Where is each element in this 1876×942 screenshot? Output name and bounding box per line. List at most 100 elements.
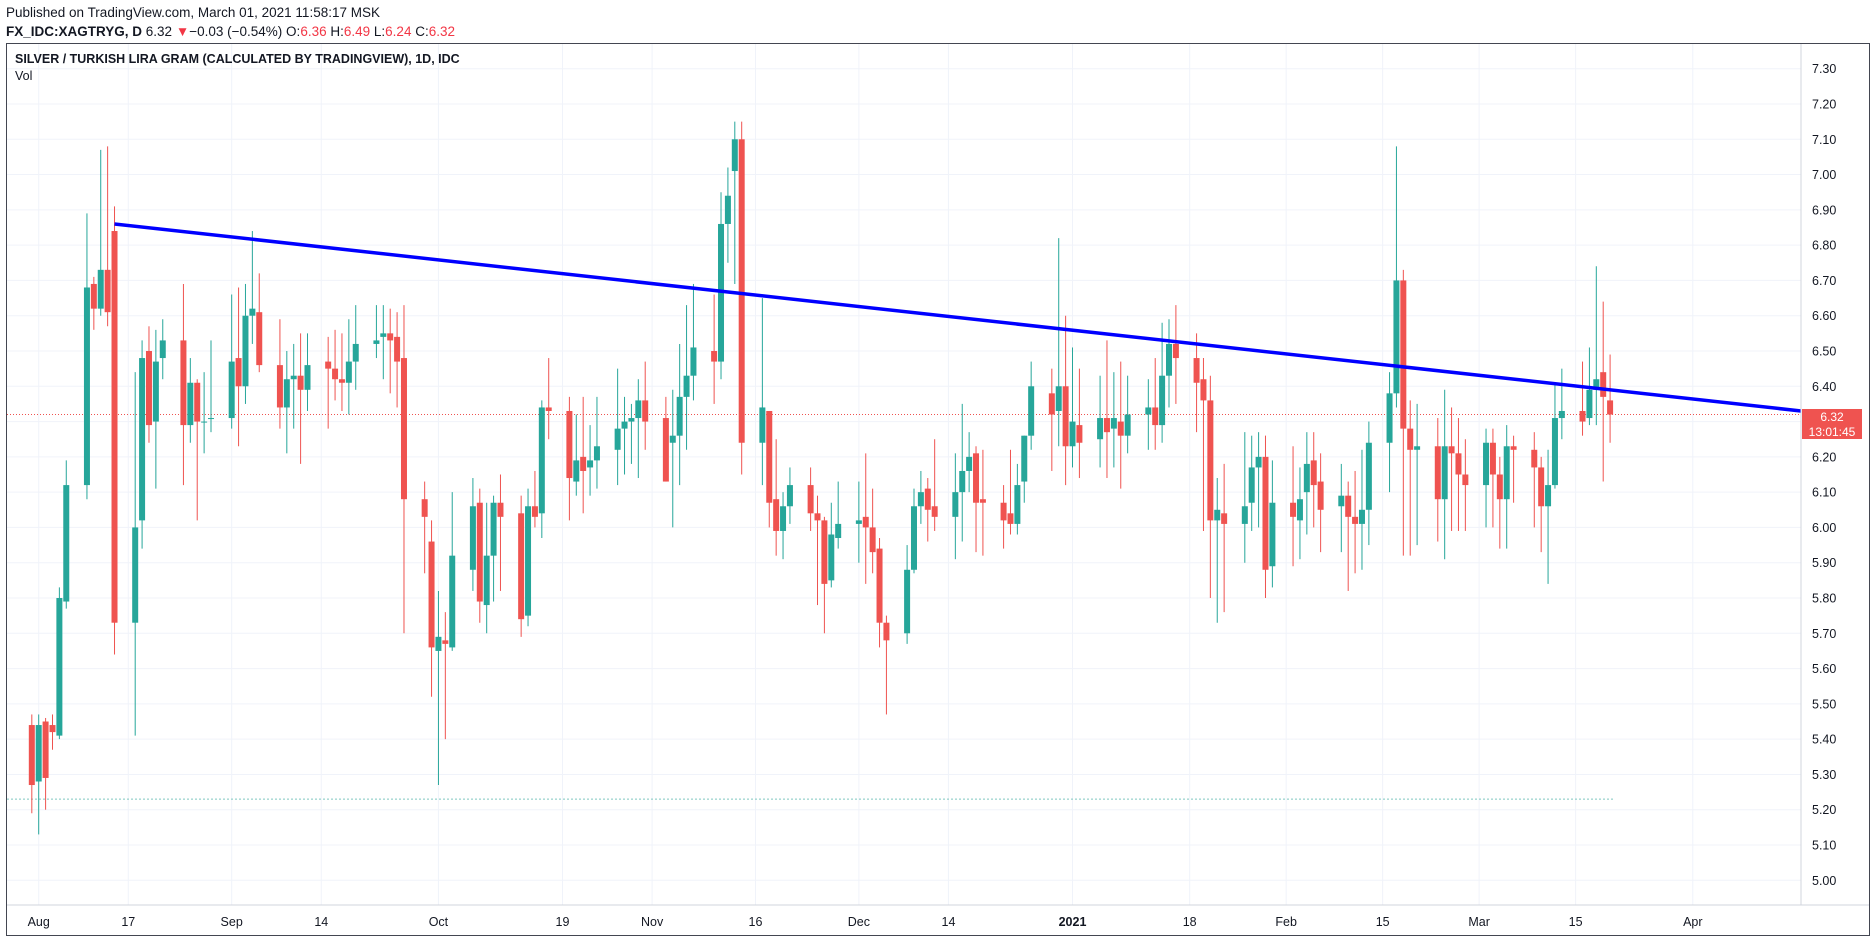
candle-body [104, 269, 111, 313]
candle-body [1365, 442, 1372, 510]
time-tick-label: 15 [1376, 915, 1390, 929]
price-tick-label: 5.30 [1812, 768, 1836, 782]
candle [180, 283, 187, 486]
candle-body [139, 358, 146, 521]
candle [1000, 485, 1007, 549]
candle [1510, 435, 1517, 503]
candle [1303, 432, 1310, 535]
candle [587, 425, 594, 496]
candle [1248, 435, 1255, 531]
candle-body [1358, 509, 1365, 524]
candle [352, 305, 359, 390]
trendline [114, 222, 1802, 413]
symbol-name[interactable]: FX_IDC:XAGTRYG, D [6, 24, 143, 39]
candle [325, 336, 332, 429]
candle-body [580, 456, 587, 471]
candle-body [208, 418, 215, 420]
time-tick-label: 17 [121, 915, 135, 929]
candle [1103, 340, 1110, 479]
candle-body [132, 527, 139, 623]
price-tick-label: 6.70 [1812, 274, 1836, 288]
candle [780, 492, 787, 560]
candle-body [1393, 280, 1400, 394]
candle [435, 590, 442, 786]
candle [635, 379, 642, 479]
candle-body [855, 520, 862, 524]
candle [1165, 319, 1172, 408]
candle [428, 520, 435, 697]
time-tick-label: Aug [28, 915, 50, 929]
candle [724, 167, 731, 263]
candle-body [1221, 513, 1228, 524]
candle-body [924, 488, 931, 510]
candle-body [711, 350, 718, 362]
high-label: H: [330, 24, 344, 39]
price-change: −0.03 (−0.54%) [189, 24, 283, 39]
candle-body [194, 382, 201, 422]
candle-body [1434, 446, 1441, 500]
candle [297, 333, 304, 464]
candle [1117, 361, 1124, 489]
candle [1021, 435, 1028, 503]
candle [676, 343, 683, 486]
candle-body [1296, 499, 1303, 521]
candle-body [1489, 442, 1496, 475]
candle [738, 121, 745, 475]
candle [194, 379, 201, 521]
price-tick-label: 5.70 [1812, 627, 1836, 641]
candle-body [1110, 418, 1117, 429]
price-tick-label: 5.40 [1812, 733, 1836, 747]
candle [394, 312, 401, 408]
price-tick-label: 6.10 [1812, 486, 1836, 500]
volume-indicator-label[interactable]: Vol [15, 69, 33, 83]
badge-price: 6.32 [1820, 410, 1844, 424]
candle [545, 358, 552, 440]
candle [979, 449, 986, 556]
candle-body [518, 513, 525, 620]
candle-body [345, 361, 352, 383]
candle-body [1241, 506, 1248, 524]
candle [332, 329, 339, 401]
candle [1207, 375, 1214, 599]
price-tick-label: 5.10 [1812, 839, 1836, 853]
candle [276, 319, 283, 429]
candle [862, 453, 869, 584]
candle-body [1207, 400, 1214, 521]
close-label: C: [415, 24, 429, 39]
candle [642, 361, 649, 450]
candle [256, 273, 263, 373]
candle-body [476, 502, 483, 602]
candle-body [1117, 421, 1124, 436]
candle [566, 396, 573, 521]
candle-body [1172, 343, 1179, 359]
price-tick-label: 5.00 [1812, 874, 1836, 888]
candle-body [1145, 407, 1152, 415]
candle-body [256, 312, 263, 366]
candle-body [469, 506, 476, 570]
candle-body [910, 506, 917, 570]
candle [1062, 315, 1069, 486]
candle-body [338, 379, 345, 383]
candle [1558, 368, 1565, 440]
candle [759, 298, 766, 486]
candle [373, 305, 380, 359]
candle [904, 545, 911, 644]
candle-body [1579, 410, 1586, 422]
candle-body [1014, 485, 1021, 524]
candle [345, 319, 352, 415]
candle-body [883, 622, 890, 641]
candle-body [959, 470, 966, 493]
candle-body [1448, 446, 1455, 454]
candle-body [56, 598, 63, 736]
candle [1400, 269, 1407, 556]
candle-body [435, 636, 442, 651]
price-tick-label: 7.30 [1812, 62, 1836, 76]
last-price-badge: 6.32 13:01:45 [1802, 409, 1862, 439]
open-label: O: [286, 24, 301, 39]
candle [1545, 449, 1552, 584]
chart-title: SILVER / TURKISH LIRA GRAM (CALCULATED B… [15, 52, 460, 66]
candle-body [773, 499, 780, 531]
price-tick-label: 6.80 [1812, 239, 1836, 253]
candle-body [83, 287, 90, 486]
